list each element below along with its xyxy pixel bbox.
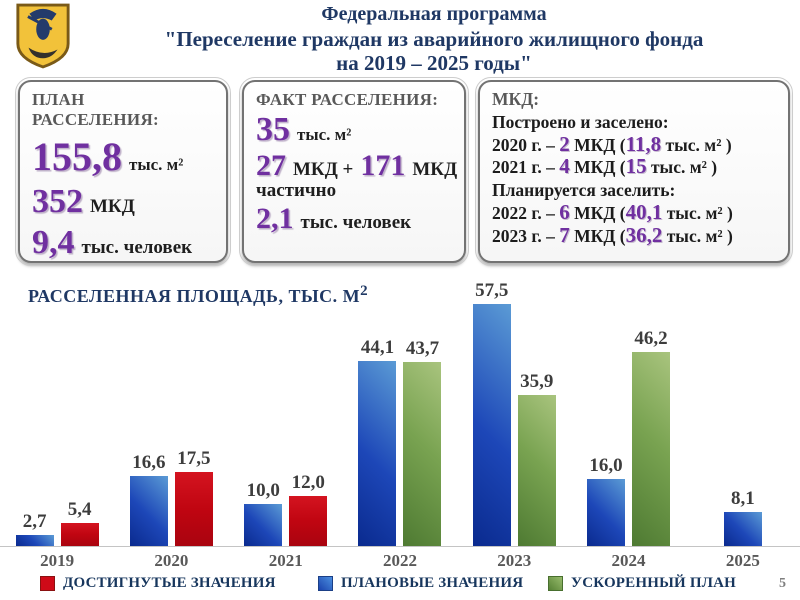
fact-box: ФАКТ РАССЕЛЕНИЯ: 35 тыс. м² 27 МКД + 171… xyxy=(239,77,469,266)
plan-box: ПЛАН РАССЕЛЕНИЯ: 155,8 тыс. м² 352 МКД 9… xyxy=(15,77,231,266)
plan-mkd-value: 352 xyxy=(32,182,83,220)
legend-label-achieved: ДОСТИГНУТЫЕ ЗНАЧЕНИЯ xyxy=(63,575,276,591)
bar-value-label-2025-blue: 8,1 xyxy=(730,488,755,509)
x-axis-label-2022: 2022 xyxy=(382,551,417,570)
bar-2019-red xyxy=(60,523,99,546)
bar-value-label-2022-blue: 44,1 xyxy=(360,337,395,358)
bar-value-label-2021-red: 12,0 xyxy=(291,472,325,493)
bar-value-label-2022-green: 43,7 xyxy=(405,338,440,359)
bar-2020-red xyxy=(174,472,213,546)
fact-area-unit: тыс. м² xyxy=(297,125,352,144)
mkd-plan-row-2022: 2022 г. – 6 МКД (40,1 тыс. м² ) xyxy=(492,199,733,224)
bar-2020-blue xyxy=(129,476,168,546)
header: Федеральная программа "Переселение гражд… xyxy=(80,3,788,76)
fact-people-stat: 2,1 тыс. человек xyxy=(256,204,452,235)
plan-mkd-unit: МКД xyxy=(90,195,135,217)
plan-area-stat: 155,8 тыс. м² xyxy=(32,134,214,179)
fact-people-unit: тыс. человек xyxy=(300,212,412,234)
legend-item-accelerated: УСКОРЕННЫЙ ПЛАН xyxy=(548,575,736,592)
x-axis-line xyxy=(0,546,800,547)
chart-group-2024: 16,0 46,2 xyxy=(571,272,685,546)
chart-group-2019: 2,7 5,4 xyxy=(0,272,114,546)
legend-item-achieved: ДОСТИГНУТЫЕ ЗНАЧЕНИЯ xyxy=(40,575,276,592)
fact-area-value: 35 xyxy=(256,111,290,148)
bar-2024-green xyxy=(632,352,671,546)
mkd-built-heading: Построено и заселено: xyxy=(492,111,669,132)
mkd-plan-heading: Планируется заселить: xyxy=(492,180,676,200)
plan-box-title: ПЛАН РАССЕЛЕНИЯ: xyxy=(32,90,159,129)
bar-value-label-2020-blue: 16,6 xyxy=(132,452,166,473)
bar-value-label-2021-blue: 10,0 xyxy=(246,480,280,501)
program-label: Федеральная программа xyxy=(321,3,547,25)
x-axis-label-2025: 2025 xyxy=(725,551,760,570)
plan-people-unit: тыс. человек xyxy=(81,237,193,259)
fact-mkd-note: частично xyxy=(256,180,337,202)
bar-chart-plot-area: 2,7 5,4 16,6 17,5 10,0 12,0 44,1 43,7 57,5 35,9 16… xyxy=(0,272,800,546)
bar-2025-blue xyxy=(723,512,762,546)
bar-value-label-2024-green: 46,2 xyxy=(634,328,668,349)
bar-2019-blue xyxy=(15,535,54,546)
x-axis-labels: 2019 2020 2021 2022 2023 2024 2025 xyxy=(0,551,800,571)
chart-group-2020: 16,6 17,5 xyxy=(114,272,228,546)
plan-people-stat: 9,4 тыс. человек xyxy=(32,226,214,261)
x-axis-label-2020: 2020 xyxy=(154,551,189,570)
legend-label-planned: ПЛАНОВЫЕ ЗНАЧЕНИЯ xyxy=(341,575,524,591)
bar-2021-blue xyxy=(244,504,283,546)
plan-mkd-stat: 352 МКД xyxy=(32,182,214,220)
page-number: 5 xyxy=(779,576,786,591)
chart-group-2022: 44,1 43,7 xyxy=(343,272,457,546)
fact-mkd-value1: 27 xyxy=(256,148,286,182)
mkd-built-row-2021: 2021 г. – 4 МКД (15 тыс. м² ) xyxy=(492,154,718,179)
legend-item-planned: ПЛАНОВЫЕ ЗНАЧЕНИЯ xyxy=(318,575,523,592)
fact-area-stat: 35 тыс. м² xyxy=(256,111,452,148)
chart-group-2021: 10,0 12,0 xyxy=(229,272,343,546)
x-axis-label-2019: 2019 xyxy=(40,551,75,570)
legend-swatch-blue xyxy=(318,576,333,591)
arkhangelsk-coat-of-arms-icon xyxy=(16,3,70,69)
bar-value-label-2023-blue: 57,5 xyxy=(475,280,509,301)
legend-swatch-red xyxy=(40,576,55,591)
chart-group-2023: 57,5 35,9 xyxy=(457,272,571,546)
mkd-plan-row-2023: 2023 г. – 7 МКД (36,2 тыс. м² ) xyxy=(492,222,733,247)
legend-swatch-green xyxy=(548,576,563,591)
fact-mkd-mid: МКД + xyxy=(293,158,354,180)
bar-2023-green xyxy=(517,395,556,546)
plan-area-value: 155,8 xyxy=(32,134,122,179)
bar-value-label-2019-blue: 2,7 xyxy=(22,511,47,532)
fact-mkd-unit: МКД xyxy=(412,158,458,180)
legend-label-accelerated: УСКОРЕННЫЙ ПЛАН xyxy=(571,575,737,591)
plan-area-unit: тыс. м² xyxy=(129,155,184,174)
fact-mkd-stat: 27 МКД + 171 МКД xyxy=(256,148,457,182)
chart-group-2025: 8,1 xyxy=(686,272,800,546)
bar-2022-blue xyxy=(358,361,397,546)
program-title-line1: "Переселение граждан из аварийного жилищ… xyxy=(164,26,704,51)
bar-value-label-2024-blue: 16,0 xyxy=(589,455,623,476)
bar-2023-blue xyxy=(472,304,511,546)
bar-2022-green xyxy=(403,362,442,546)
chart-title: РАССЕЛЕННАЯ ПЛОЩАДЬ, ТЫС. М2 xyxy=(28,283,369,306)
mkd-box-title: МКД: xyxy=(492,89,540,109)
x-axis-label-2021: 2021 xyxy=(268,551,303,570)
x-axis-label-2023: 2023 xyxy=(497,551,532,570)
bar-2024-blue xyxy=(587,479,626,546)
bar-2021-red xyxy=(289,496,328,546)
bar-value-label-2020-red: 17,5 xyxy=(177,448,211,469)
mkd-box: МКД: Построено и заселено: 2020 г. – 2 М… xyxy=(475,77,793,266)
fact-people-value: 2,1 xyxy=(256,202,294,236)
fact-mkd-value2: 171 xyxy=(360,148,406,182)
x-axis-label-2024: 2024 xyxy=(611,551,646,570)
bar-value-label-2023-green: 35,9 xyxy=(520,371,554,392)
chart-title-superscript: 2 xyxy=(360,283,369,299)
plan-people-value: 9,4 xyxy=(32,224,75,262)
program-title-line2: на 2019 – 2025 годы" xyxy=(336,51,532,76)
mkd-built-row-2020: 2020 г. – 2 МКД (11,8 тыс. м² ) xyxy=(492,131,732,156)
fact-box-title: ФАКТ РАССЕЛЕНИЯ: xyxy=(256,90,439,109)
bar-value-label-2019-red: 5,4 xyxy=(67,499,92,520)
